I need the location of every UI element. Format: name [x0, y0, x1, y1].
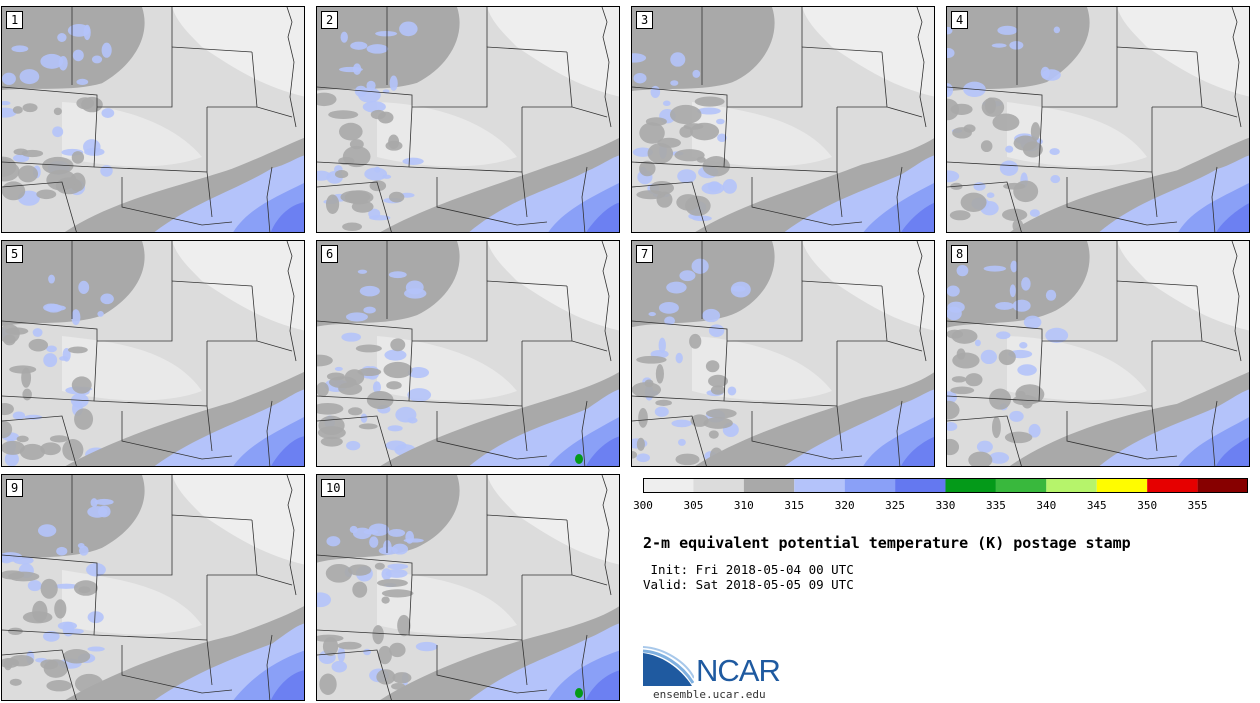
colorbar-segment [743, 478, 795, 493]
member-number-label: 7 [636, 245, 654, 263]
theta-e-map [947, 7, 1249, 232]
colorbar-tick-label: 340 [1036, 499, 1057, 512]
colorbar-segment [844, 478, 896, 493]
colorbar-tick-label: 310 [733, 499, 754, 512]
valid-time: Valid: Sat 2018-05-05 09 UTC [643, 577, 854, 592]
ncar-logo-text: NCAR [696, 653, 781, 688]
member-number-label: 3 [636, 11, 654, 29]
ensemble-member-panel: 1 [1, 6, 305, 233]
member-number-label: 6 [321, 245, 339, 263]
colorbar-segment [995, 478, 1047, 493]
colorbar-tick-label: 305 [683, 499, 704, 512]
theta-e-map [317, 475, 619, 700]
ensemble-member-panel: 5 [1, 240, 305, 467]
member-number-label: 4 [951, 11, 969, 29]
theta-e-map [2, 241, 304, 466]
colorbar-segment [1096, 478, 1148, 493]
ensemble-member-panel: 4 [946, 6, 1250, 233]
member-number-label: 5 [6, 245, 24, 263]
colorbar-tick-label: 330 [935, 499, 956, 512]
chart-title: 2-m equivalent potential temperature (K)… [643, 534, 1131, 552]
ensemble-member-panel: 6 [316, 240, 620, 467]
theta-e-map [2, 7, 304, 232]
ensemble-member-panel: 9 [1, 474, 305, 701]
member-number-label: 8 [951, 245, 969, 263]
colorbar-segment [1147, 478, 1198, 493]
colorbar-tick-label: 320 [834, 499, 855, 512]
theta-e-map [632, 241, 934, 466]
theta-e-map [632, 7, 934, 232]
member-number-label: 2 [321, 11, 339, 29]
ncar-logo-mark [642, 646, 694, 686]
theta-e-map [947, 241, 1249, 466]
colorbar-segment [1197, 478, 1248, 493]
theta-e-map [317, 7, 619, 232]
member-number-label: 10 [321, 479, 346, 497]
colorbar-segment [693, 478, 744, 493]
colorbar-tick-label: 355 [1187, 499, 1208, 512]
colorbar-segment [945, 478, 996, 493]
colorbar-segment [794, 478, 845, 493]
colorbar-tick-label: 345 [1086, 499, 1107, 512]
ensemble-member-panel: 3 [631, 6, 935, 233]
member-number-label: 9 [6, 479, 24, 497]
member-number-label: 1 [6, 11, 24, 29]
colorbar-tick-label: 335 [985, 499, 1006, 512]
colorbar-segment [1046, 478, 1097, 493]
theta-e-map [2, 475, 304, 700]
colorbar-segment [643, 478, 694, 493]
ensemble-member-panel: 2 [316, 6, 620, 233]
logo-url: ensemble.ucar.edu [653, 688, 766, 701]
colorbar-tick-label: 325 [885, 499, 906, 512]
ensemble-member-panel: 8 [946, 240, 1250, 467]
init-time: Init: Fri 2018-05-04 00 UTC [643, 562, 854, 577]
colorbar-tick-label: 315 [784, 499, 805, 512]
ensemble-member-panel: 7 [631, 240, 935, 467]
colorbar-tick-label: 350 [1137, 499, 1158, 512]
ensemble-member-panel: 10 [316, 474, 620, 701]
colorbar-segment [895, 478, 946, 493]
colorbar-tick-label: 300 [633, 499, 653, 512]
theta-e-map [317, 241, 619, 466]
colorbar [643, 478, 1248, 493]
